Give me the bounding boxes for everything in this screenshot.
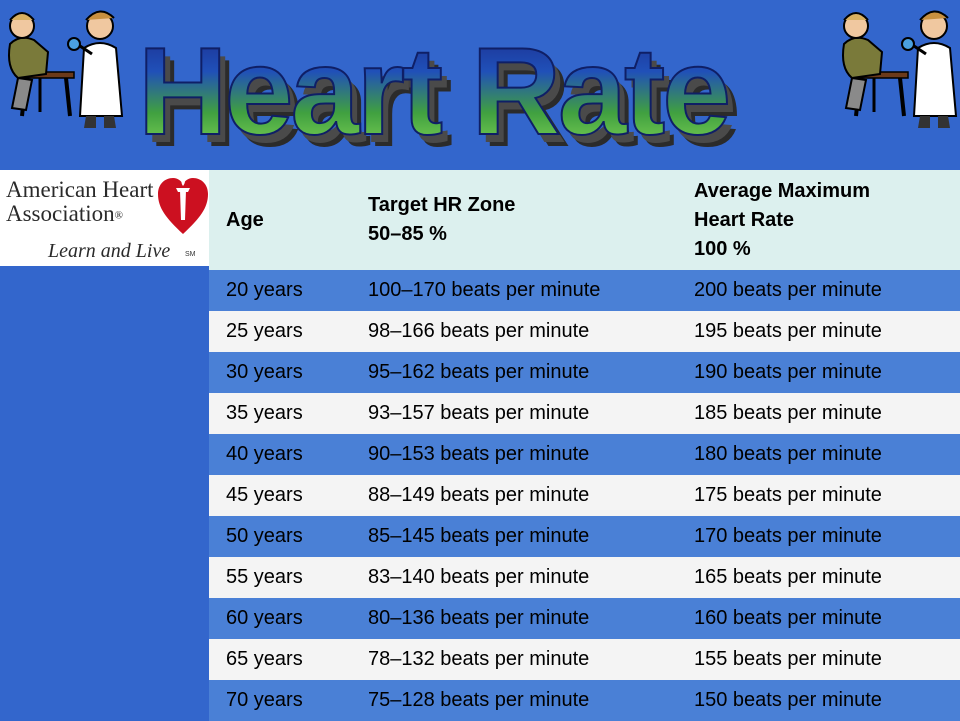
cell-age: 40 years bbox=[209, 434, 351, 475]
cell-age: 65 years bbox=[209, 639, 351, 680]
cell-age: 50 years bbox=[209, 516, 351, 557]
title-text: Heart Rate bbox=[138, 23, 728, 161]
doctor-patient-clipart-right bbox=[830, 4, 960, 132]
cell-target: 90–153 beats per minute bbox=[351, 434, 677, 475]
header-max-line1: Average Maximum bbox=[694, 179, 870, 202]
cell-target: 83–140 beats per minute bbox=[351, 557, 677, 598]
title-shadow: Heart Rate bbox=[148, 35, 738, 170]
cell-target: 78–132 beats per minute bbox=[351, 639, 677, 680]
header-age: Age bbox=[209, 170, 351, 270]
heart-rate-table: Age Target HR Zone 50–85 % Average Maxim… bbox=[209, 170, 960, 721]
cell-target: 100–170 beats per minute bbox=[351, 270, 677, 311]
table-row: 55 years 83–140 beats per minute 165 bea… bbox=[209, 557, 960, 598]
logo-tagline: Learn and Live bbox=[48, 240, 171, 262]
table-row: 40 years 90–153 beats per minute 180 bea… bbox=[209, 434, 960, 475]
cell-age: 45 years bbox=[209, 475, 351, 516]
cell-max: 185 beats per minute bbox=[677, 393, 960, 434]
table-row: 30 years 95–162 beats per minute 190 bea… bbox=[209, 352, 960, 393]
aha-logo: American Heart Association® Learn and Li… bbox=[0, 170, 209, 266]
cell-max: 175 beats per minute bbox=[677, 475, 960, 516]
cell-age: 55 years bbox=[209, 557, 351, 598]
cell-max: 170 beats per minute bbox=[677, 516, 960, 557]
header-max-line3: 100 % bbox=[694, 237, 751, 260]
logo-line1: American Heart bbox=[6, 177, 154, 202]
cell-age: 25 years bbox=[209, 311, 351, 352]
cell-max: 150 beats per minute bbox=[677, 680, 960, 721]
cell-age: 70 years bbox=[209, 680, 351, 721]
cell-max: 190 beats per minute bbox=[677, 352, 960, 393]
logo-line2: Association® bbox=[6, 202, 123, 228]
header-max: Average Maximum Heart Rate 100 % bbox=[677, 170, 960, 270]
table-row: 65 years 78–132 beats per minute 155 bea… bbox=[209, 639, 960, 680]
table-row: 20 years 100–170 beats per minute 200 be… bbox=[209, 270, 960, 311]
table-row: 60 years 80–136 beats per minute 160 bea… bbox=[209, 598, 960, 639]
cell-max: 200 beats per minute bbox=[677, 270, 960, 311]
table-row: 45 years 88–149 beats per minute 175 bea… bbox=[209, 475, 960, 516]
doctor-patient-clipart-left bbox=[0, 4, 130, 132]
cell-age: 35 years bbox=[209, 393, 351, 434]
cell-target: 98–166 beats per minute bbox=[351, 311, 677, 352]
cell-target: 95–162 beats per minute bbox=[351, 352, 677, 393]
table-header-row: Age Target HR Zone 50–85 % Average Maxim… bbox=[209, 170, 960, 270]
cell-target: 85–145 beats per minute bbox=[351, 516, 677, 557]
table-row: 70 years 75–128 beats per minute 150 bea… bbox=[209, 680, 960, 721]
title-shadow-mid: Heart Rate bbox=[144, 31, 734, 169]
table-row: 35 years 93–157 beats per minute 185 bea… bbox=[209, 393, 960, 434]
heart-torch-icon bbox=[158, 174, 208, 234]
cell-age: 20 years bbox=[209, 270, 351, 311]
logo-line2-text: Association bbox=[6, 201, 115, 226]
cell-max: 165 beats per minute bbox=[677, 557, 960, 598]
table-row: 50 years 85–145 beats per minute 170 bea… bbox=[209, 516, 960, 557]
header-max-line2: Heart Rate bbox=[694, 208, 795, 231]
logo-registered: ® bbox=[114, 209, 123, 222]
header-target: Target HR Zone 50–85 % bbox=[351, 170, 677, 270]
cell-age: 60 years bbox=[209, 598, 351, 639]
cell-max: 195 beats per minute bbox=[677, 311, 960, 352]
cell-max: 155 beats per minute bbox=[677, 639, 960, 680]
cell-max: 160 beats per minute bbox=[677, 598, 960, 639]
logo-service-mark: SM bbox=[185, 251, 196, 258]
slide-title: Heart Rate Heart Rate Heart Rate bbox=[130, 0, 830, 170]
cell-target: 75–128 beats per minute bbox=[351, 680, 677, 721]
cell-max: 180 beats per minute bbox=[677, 434, 960, 475]
header-target-line2: 50–85 % bbox=[368, 223, 447, 245]
cell-target: 88–149 beats per minute bbox=[351, 475, 677, 516]
table-row: 25 years 98–166 beats per minute 195 bea… bbox=[209, 311, 960, 352]
header-target-line1: Target HR Zone bbox=[368, 194, 516, 216]
cell-target: 93–157 beats per minute bbox=[351, 393, 677, 434]
cell-age: 30 years bbox=[209, 352, 351, 393]
cell-target: 80–136 beats per minute bbox=[351, 598, 677, 639]
